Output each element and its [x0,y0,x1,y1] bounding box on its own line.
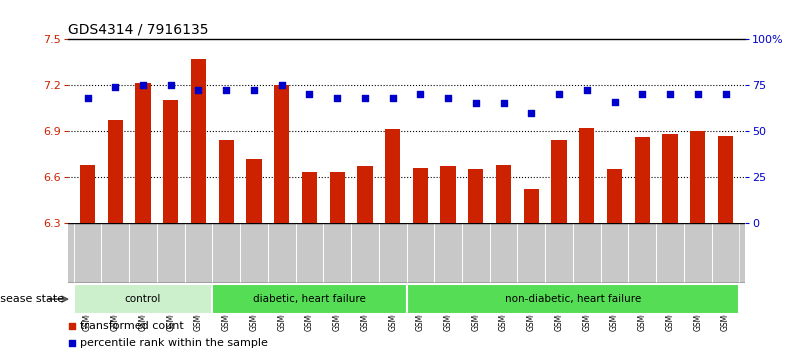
Point [331,95,344,101]
FancyBboxPatch shape [434,223,462,283]
FancyBboxPatch shape [629,223,656,283]
Point [276,82,288,88]
Point [248,88,260,93]
FancyBboxPatch shape [601,223,629,283]
Point [66,323,78,329]
FancyBboxPatch shape [296,223,324,283]
FancyBboxPatch shape [407,223,434,283]
Bar [357,166,372,223]
Point [137,82,150,88]
Point [525,110,537,115]
Bar [274,85,289,223]
Bar [718,136,733,223]
FancyBboxPatch shape [212,223,240,283]
Bar [524,189,539,223]
Text: control: control [125,294,161,304]
Text: GDS4314 / 7916135: GDS4314 / 7916135 [68,22,208,36]
Point [581,88,594,93]
Point [81,95,94,101]
Bar [496,165,511,223]
FancyBboxPatch shape [462,223,489,283]
Point [164,82,177,88]
FancyBboxPatch shape [517,223,545,283]
Bar [80,165,95,223]
Bar [690,131,706,223]
Bar [469,169,484,223]
Point [691,91,704,97]
FancyBboxPatch shape [573,223,601,283]
Bar [135,84,151,223]
Point [386,95,399,101]
Point [719,91,732,97]
Point [608,99,621,104]
FancyBboxPatch shape [489,223,517,283]
FancyBboxPatch shape [212,284,407,314]
Text: transformed count: transformed count [80,321,184,331]
FancyBboxPatch shape [351,223,379,283]
FancyBboxPatch shape [240,223,268,283]
Bar [247,159,262,223]
FancyBboxPatch shape [157,223,184,283]
FancyBboxPatch shape [268,223,296,283]
FancyBboxPatch shape [656,223,684,283]
Bar [302,172,317,223]
Bar [607,169,622,223]
Bar [107,120,123,223]
Point [497,101,510,106]
Bar [163,100,179,223]
Point [192,88,205,93]
Point [469,101,482,106]
Bar [385,130,400,223]
FancyBboxPatch shape [129,223,157,283]
FancyBboxPatch shape [74,223,102,283]
Point [359,95,372,101]
FancyBboxPatch shape [324,223,351,283]
Bar [191,59,206,223]
Text: diabetic, heart failure: diabetic, heart failure [253,294,366,304]
Point [553,91,566,97]
Bar [219,140,234,223]
FancyBboxPatch shape [711,223,739,283]
Point [303,91,316,97]
Point [663,91,676,97]
Bar [551,140,566,223]
Point [414,91,427,97]
Point [441,95,454,101]
Bar [634,137,650,223]
Point [66,341,78,346]
FancyBboxPatch shape [102,223,129,283]
Bar [441,166,456,223]
Bar [662,134,678,223]
Bar [579,128,594,223]
FancyBboxPatch shape [684,223,711,283]
FancyBboxPatch shape [407,284,739,314]
FancyBboxPatch shape [184,223,212,283]
Bar [329,172,344,223]
Bar [413,168,428,223]
Point [636,91,649,97]
Text: disease state: disease state [0,294,64,304]
FancyBboxPatch shape [74,284,212,314]
Text: percentile rank within the sample: percentile rank within the sample [80,338,268,348]
Point [109,84,122,90]
Point [219,88,232,93]
FancyBboxPatch shape [379,223,407,283]
Text: non-diabetic, heart failure: non-diabetic, heart failure [505,294,641,304]
FancyBboxPatch shape [545,223,573,283]
